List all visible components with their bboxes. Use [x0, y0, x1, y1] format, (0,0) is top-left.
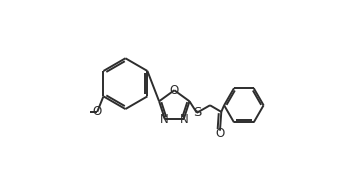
- Text: N: N: [160, 113, 168, 126]
- Text: S: S: [193, 106, 201, 119]
- Text: N: N: [180, 113, 189, 126]
- Text: O: O: [170, 84, 179, 97]
- Text: O: O: [216, 127, 224, 140]
- Text: O: O: [93, 105, 102, 118]
